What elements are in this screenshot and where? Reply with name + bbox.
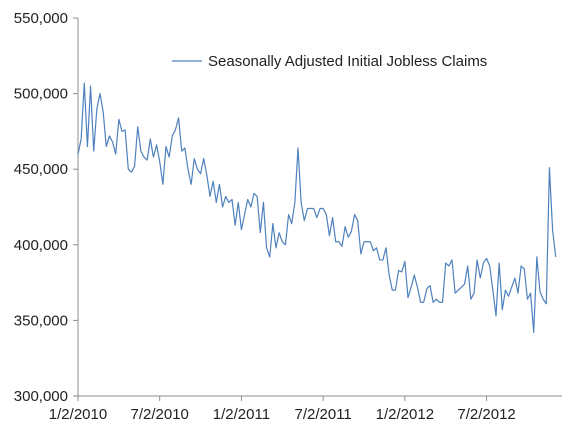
x-tick-label: 7/2/2011: [295, 406, 352, 423]
plot-area: 550,000 500,000 450,000 400,000 350,000 300,0…: [14, 10, 562, 423]
series-layer: [77, 82, 557, 334]
y-tick-label: 500,000: [14, 86, 68, 103]
y-tick-label: 450,000: [14, 161, 68, 178]
x-tick-label: 1/2/2010: [49, 406, 107, 423]
y-tick-label: 350,000: [14, 312, 68, 329]
x-axis-ticks: 1/2/2010 7/2/2010 1/2/2011 7/2/2011 1/2/2012…: [49, 396, 516, 423]
legend-label: Seasonally Adjusted Initial Jobless Clai…: [208, 53, 487, 70]
series-line: [77, 82, 557, 334]
x-tick-label: 1/2/2011: [213, 406, 270, 423]
y-axis-ticks: 550,000 500,000 450,000 400,000 350,000 300,0…: [14, 10, 78, 405]
x-tick-label: 7/2/2010: [131, 406, 189, 423]
y-tick-label: 300,000: [14, 388, 68, 405]
y-tick-label: 550,000: [14, 10, 68, 27]
legend: Seasonally Adjusted Initial Jobless Clai…: [172, 53, 487, 70]
x-tick-label: 1/2/2012: [376, 406, 434, 423]
y-tick-label: 400,000: [14, 237, 68, 254]
x-tick-label: 7/2/2012: [457, 406, 515, 423]
